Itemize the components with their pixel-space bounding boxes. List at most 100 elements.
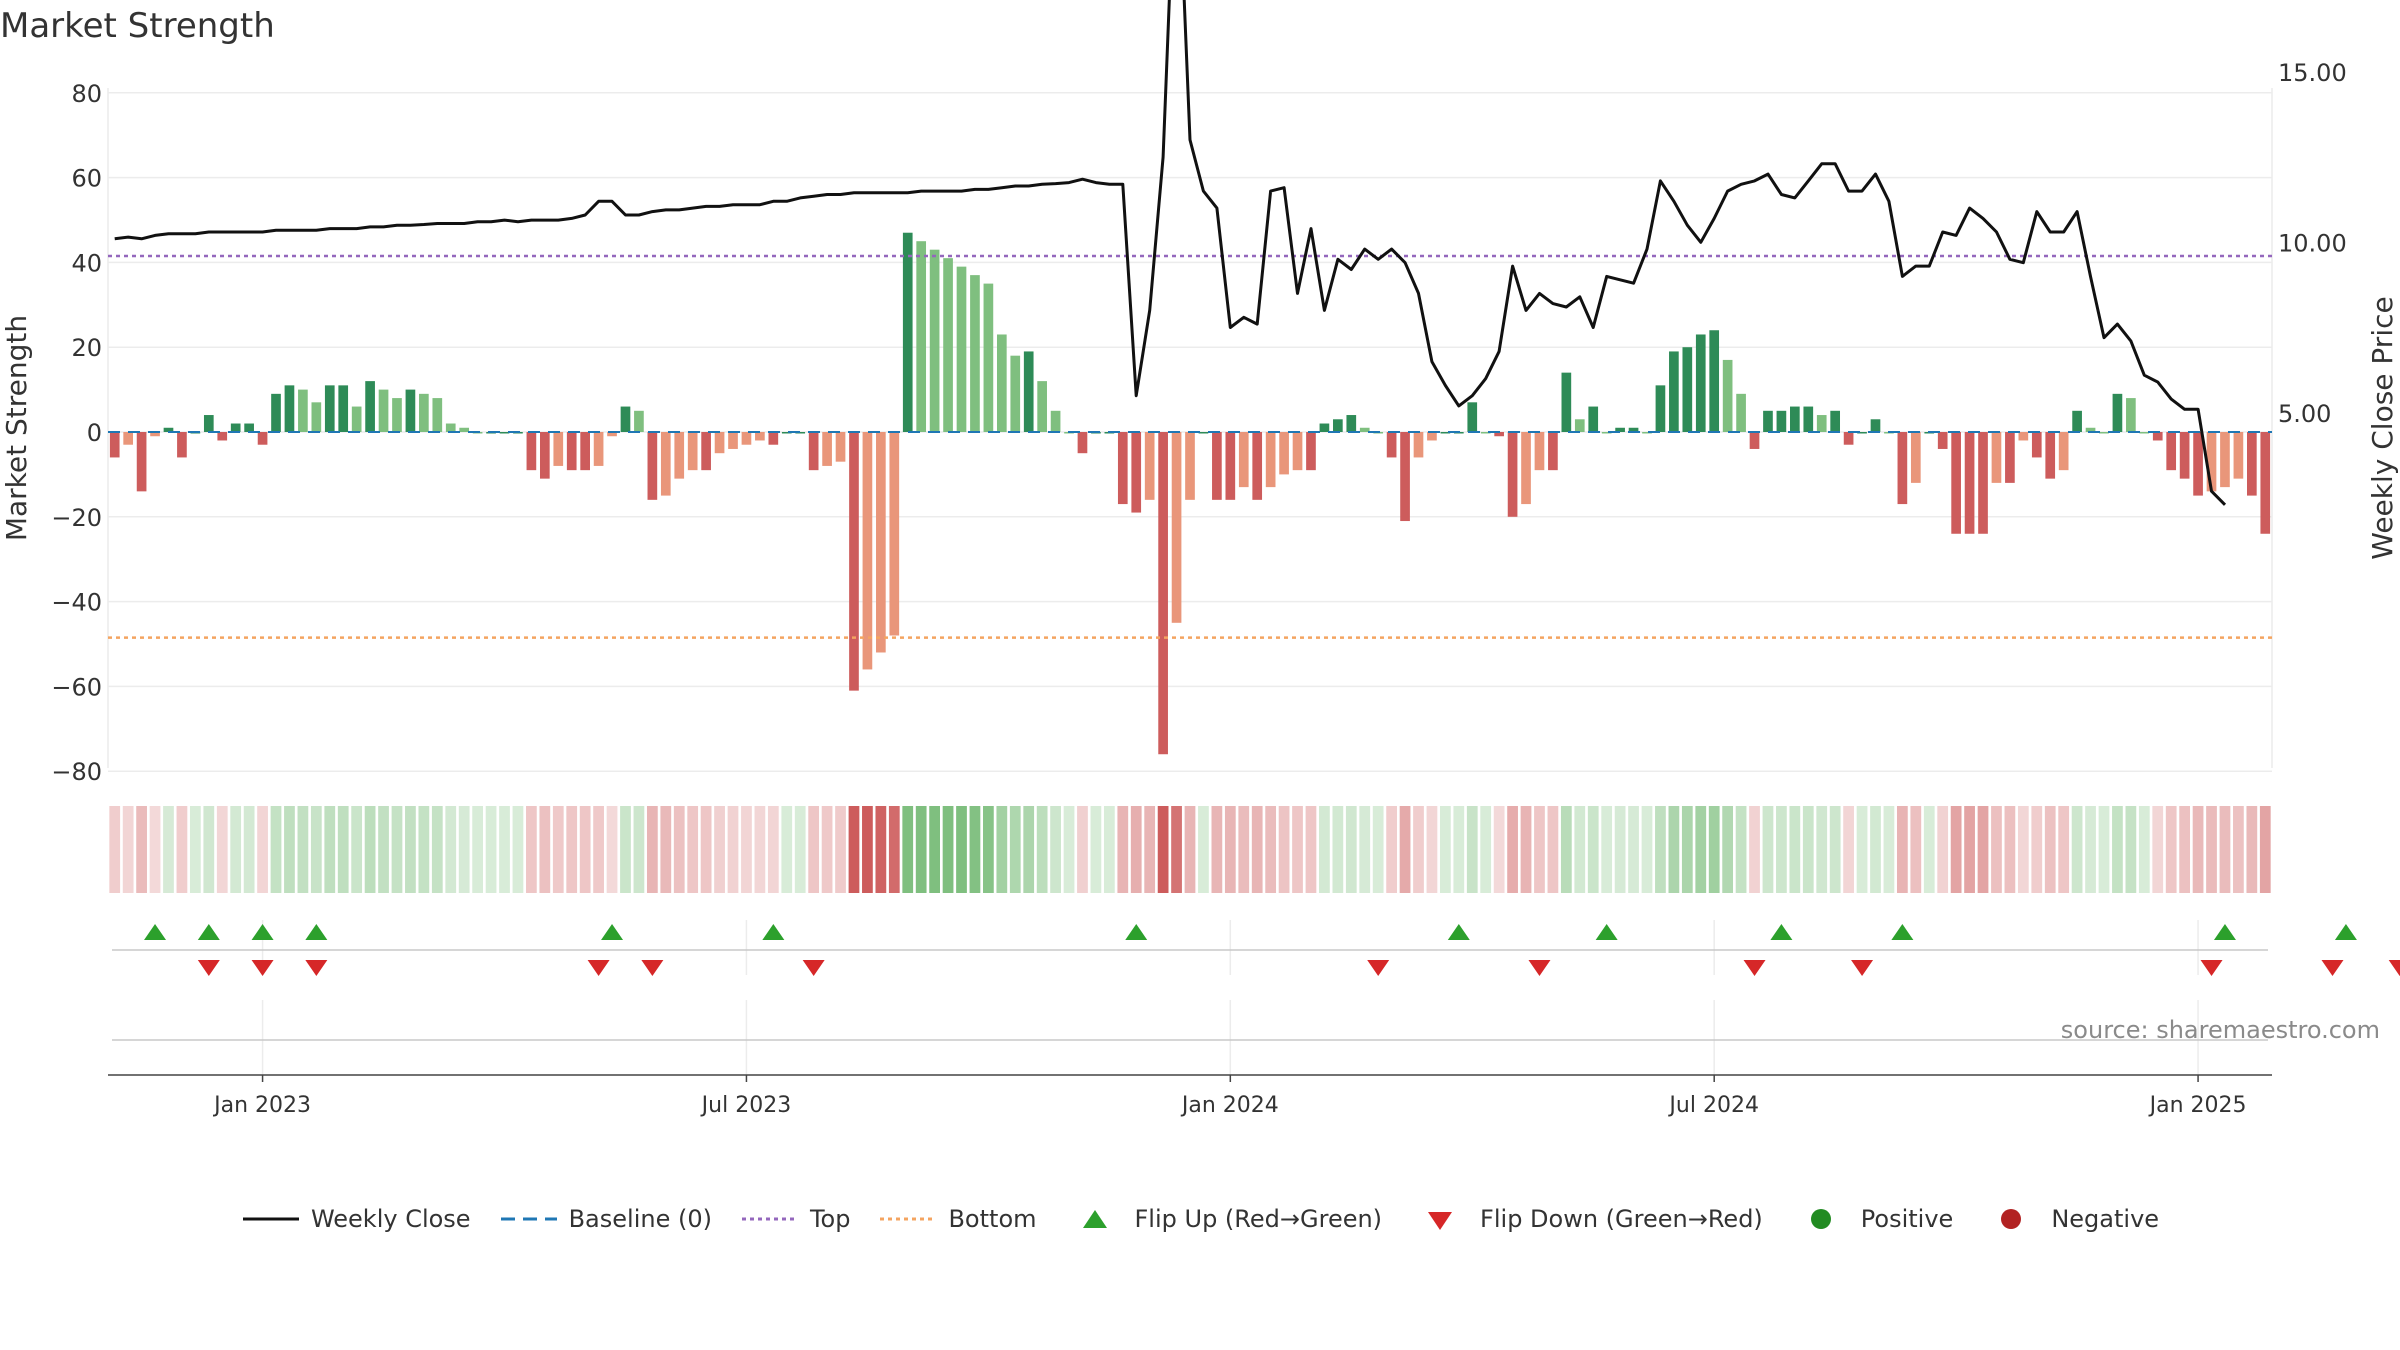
strength-bar (109, 432, 120, 458)
strength-bar (1306, 432, 1316, 471)
strip-cell (445, 806, 457, 893)
strength-bar (1534, 432, 1545, 471)
strength-bar (203, 415, 214, 432)
strip-cell (660, 806, 672, 893)
y-tick-label: −20 (51, 504, 102, 532)
strength-bar (217, 432, 228, 441)
x-tick-label: Jan 2024 (1180, 1093, 1279, 1118)
strip-cell (1386, 806, 1397, 893)
strip-cell (1103, 806, 1115, 893)
strip-cell (418, 806, 430, 893)
strip-cell (431, 806, 443, 893)
strength-bar (768, 432, 779, 445)
strip-cell (163, 806, 174, 893)
strength-bar (862, 432, 873, 670)
strength-bar (1507, 432, 1518, 517)
strip-cell (1157, 806, 1169, 893)
strip-cell (1587, 806, 1599, 893)
strip-cell (2179, 806, 2191, 893)
strip-cell (310, 806, 322, 893)
strength-bar (566, 432, 577, 471)
strip-cell (1413, 806, 1424, 893)
strip-cell (1211, 806, 1223, 893)
strip-cell (1466, 806, 1478, 893)
strip-cell (1278, 806, 1290, 893)
strip-cell (1991, 806, 2002, 893)
strip-cell (1776, 806, 1787, 893)
legend-line-icon (241, 1207, 301, 1231)
strip-cell (1480, 806, 1492, 893)
strip-cell (929, 806, 940, 893)
strip-cell (2138, 806, 2150, 893)
strip-cell (2259, 806, 2271, 893)
strip-cell (593, 806, 604, 893)
strip-cell (1789, 806, 1801, 893)
strip-cell (1453, 806, 1465, 893)
legend-baseline: Baseline (0) (499, 1205, 712, 1233)
strip-cell (1359, 806, 1371, 893)
flip-down-marker (2321, 960, 2344, 976)
strength-bar (1937, 432, 1948, 449)
strength-bar (1763, 410, 1773, 432)
strength-bar (311, 402, 322, 432)
strip-cell (1641, 806, 1653, 893)
strength-bar (1749, 432, 1760, 449)
strength-bar (1010, 355, 1021, 432)
strip-cell (2233, 806, 2244, 893)
strip-cell (1036, 806, 1048, 893)
flip-up-marker (2334, 924, 2357, 940)
triangle-up-icon (1065, 1207, 1125, 1231)
strength-bar (660, 432, 671, 496)
strength-bar (1601, 432, 1612, 434)
strip-cell (969, 806, 981, 893)
strip-cell (566, 806, 578, 893)
strip-cell (1507, 806, 1518, 893)
strip-cell (1171, 806, 1182, 893)
strip-cell (646, 806, 658, 893)
strip-cell (1856, 806, 1868, 893)
strip-cell (1319, 806, 1330, 893)
strength-bar (1521, 432, 1531, 505)
strip-cell (700, 806, 712, 893)
strip-cell (808, 806, 820, 893)
strength-bar (177, 432, 187, 458)
weekly-close-line (114, 0, 2227, 506)
triangle-down-icon (1410, 1207, 1470, 1231)
strength-bar (1413, 432, 1424, 458)
flip-down-marker (1851, 960, 1874, 976)
strength-bar (835, 432, 846, 462)
strength-bar (755, 432, 765, 441)
strength-bar (1978, 432, 1988, 534)
strength-bar (405, 389, 416, 432)
strip-cell (1547, 806, 1559, 893)
strip-cell (1292, 806, 1303, 893)
strength-bar (1736, 393, 1746, 432)
strength-bar (781, 432, 792, 434)
strip-cell (1130, 806, 1142, 893)
strength-bar (1171, 432, 1182, 623)
strip-cell (2058, 806, 2070, 893)
y2-axis-title: Weekly Close Price (2366, 296, 2399, 559)
strip-cell (1950, 806, 1962, 893)
strip-cell (942, 806, 954, 893)
weekly-close-series (114, 0, 2227, 506)
strength-bars (109, 232, 2271, 755)
strength-bar (1185, 432, 1195, 500)
circle-icon (1981, 1207, 2041, 1231)
strength-bar (2112, 393, 2123, 432)
strength-bar (1319, 423, 1330, 432)
strip-cell (835, 806, 846, 893)
legend-negative: Negative (1981, 1205, 2159, 1233)
strip-cell (1440, 806, 1451, 893)
strip-cell (1050, 806, 1061, 893)
strength-bar (244, 423, 254, 432)
strength-bar (1359, 427, 1370, 432)
legend-label: Flip Down (Green→Red) (1480, 1205, 1763, 1233)
strip-cell (754, 806, 766, 893)
strength-bar (822, 432, 832, 466)
strength-bar (1212, 432, 1222, 500)
strip-cell (1009, 806, 1021, 893)
strength-bar (1333, 419, 1343, 432)
strength-bar (1655, 385, 1666, 432)
strength-bar (1117, 432, 1128, 505)
